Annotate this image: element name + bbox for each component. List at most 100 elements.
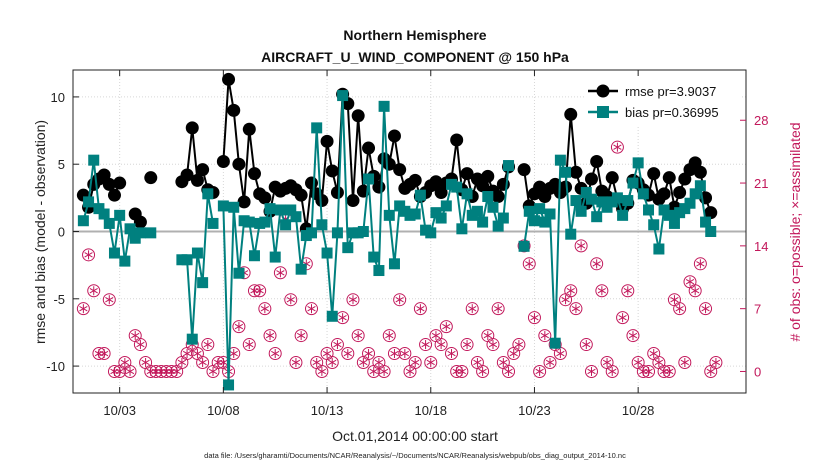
bias-point	[248, 250, 260, 262]
bias-point	[145, 227, 157, 239]
obs-possible-circle	[465, 302, 479, 316]
obs-assimilated-star	[478, 368, 487, 375]
obs-assimilated-star	[711, 359, 721, 366]
obs-assimilated-star	[369, 368, 378, 375]
obs-assimilated-star	[597, 288, 607, 294]
obs-assimilated-star	[385, 332, 394, 339]
bias-point	[197, 277, 209, 289]
bias-point	[637, 188, 649, 200]
rmse-point	[351, 109, 365, 123]
obs-count-point	[336, 311, 350, 325]
chart-title: Northern Hemisphere	[343, 27, 486, 43]
obs-possible-circle	[273, 266, 287, 280]
obs-count-point	[631, 355, 645, 369]
obs-count-point	[97, 347, 111, 361]
bias-point	[295, 263, 307, 275]
x-axis-label: Oct.01,2014 00:00:00 start	[332, 428, 498, 444]
obs-assimilated-star	[307, 305, 316, 312]
chart-subtitle: AIRCRAFT_U_WIND_COMPONENT @ 150 hPa	[261, 49, 569, 65]
obs-count-point	[351, 329, 365, 343]
obs-assimilated-star	[405, 368, 415, 375]
obs-count-point	[419, 338, 433, 352]
obs-assimilated-star	[255, 288, 264, 294]
obs-count-point	[476, 364, 490, 378]
bias-point	[409, 208, 421, 220]
obs-count-point	[206, 364, 220, 378]
bias-point	[306, 227, 318, 239]
obs-possible-circle	[444, 347, 458, 361]
bias-point	[643, 204, 655, 216]
obs-possible-circle	[253, 284, 267, 298]
rmse-point	[242, 122, 256, 136]
bias-point	[383, 209, 395, 221]
rmse-point	[481, 169, 495, 183]
obs-possible-circle	[351, 329, 365, 343]
obs-assimilated-star	[354, 332, 363, 339]
bias-point	[617, 209, 629, 221]
bias-point	[114, 209, 126, 221]
bias-point	[98, 208, 110, 220]
bias-point	[326, 310, 338, 322]
obs-possible-circle	[387, 347, 401, 361]
obs-assimilated-star	[525, 261, 534, 267]
obs-count-point	[693, 257, 707, 271]
obs-count-point	[512, 338, 526, 352]
obs-assimilated-star	[182, 350, 192, 357]
obs-assimilated-star	[296, 332, 306, 339]
obs-assimilated-star	[374, 359, 384, 366]
obs-count-point	[424, 355, 438, 369]
bias-point	[627, 177, 639, 189]
bias-point	[228, 201, 240, 213]
rmse-point	[393, 163, 407, 177]
obs-count-point	[460, 338, 474, 352]
bias-point	[648, 219, 660, 231]
obs-assimilated-star	[328, 359, 337, 366]
obs-assimilated-star	[426, 359, 435, 366]
obs-count-point	[621, 284, 635, 298]
bias-point	[414, 189, 426, 201]
bias-point	[554, 154, 566, 166]
obs-assimilated-star	[701, 305, 710, 312]
obs-assimilated-star	[421, 341, 430, 348]
obs-count-point	[662, 364, 676, 378]
obs-assimilated-star	[312, 359, 321, 366]
obs-assimilated-star	[447, 350, 456, 357]
obs-count-point	[190, 347, 204, 361]
obs-assimilated-star	[317, 368, 327, 375]
rmse-point	[673, 185, 687, 199]
obs-count-point	[273, 266, 287, 280]
bias-point	[435, 212, 447, 224]
bias-point	[280, 219, 292, 231]
obs-assimilated-star	[649, 350, 658, 357]
obs-possible-circle	[424, 355, 438, 369]
obs-count-point	[398, 347, 412, 361]
rmse-point	[330, 185, 344, 199]
obs-assimilated-star	[431, 332, 441, 339]
bias-point	[274, 204, 286, 216]
obs-count-point	[232, 320, 246, 334]
obs-count-point	[564, 284, 578, 298]
obs-count-point	[382, 329, 396, 343]
obs-assimilated-star	[608, 368, 617, 375]
obs-possible-circle	[522, 257, 536, 271]
obs-assimilated-star	[416, 305, 425, 312]
obs-assimilated-star	[499, 359, 508, 366]
obs-possible-circle	[398, 347, 412, 361]
obs-count-point	[330, 338, 344, 352]
obs-assimilated-star	[473, 359, 482, 366]
obs-assimilated-star	[691, 288, 700, 294]
bias-point	[316, 219, 328, 231]
rmse-point	[190, 173, 204, 187]
obs-count-point	[387, 347, 401, 361]
obs-assimilated-star	[271, 350, 280, 357]
obs-possible-circle	[263, 329, 277, 343]
obs-possible-circle	[232, 320, 246, 334]
rmse-point	[102, 177, 116, 191]
x-tick-label: 10/13	[311, 403, 344, 418]
obs-assimilated-star	[359, 359, 368, 366]
bias-line	[222, 95, 510, 385]
obs-count-point	[82, 248, 96, 262]
obs-possible-circle	[102, 293, 116, 307]
obs-count-point	[527, 311, 541, 325]
obs-possible-circle	[610, 140, 624, 154]
